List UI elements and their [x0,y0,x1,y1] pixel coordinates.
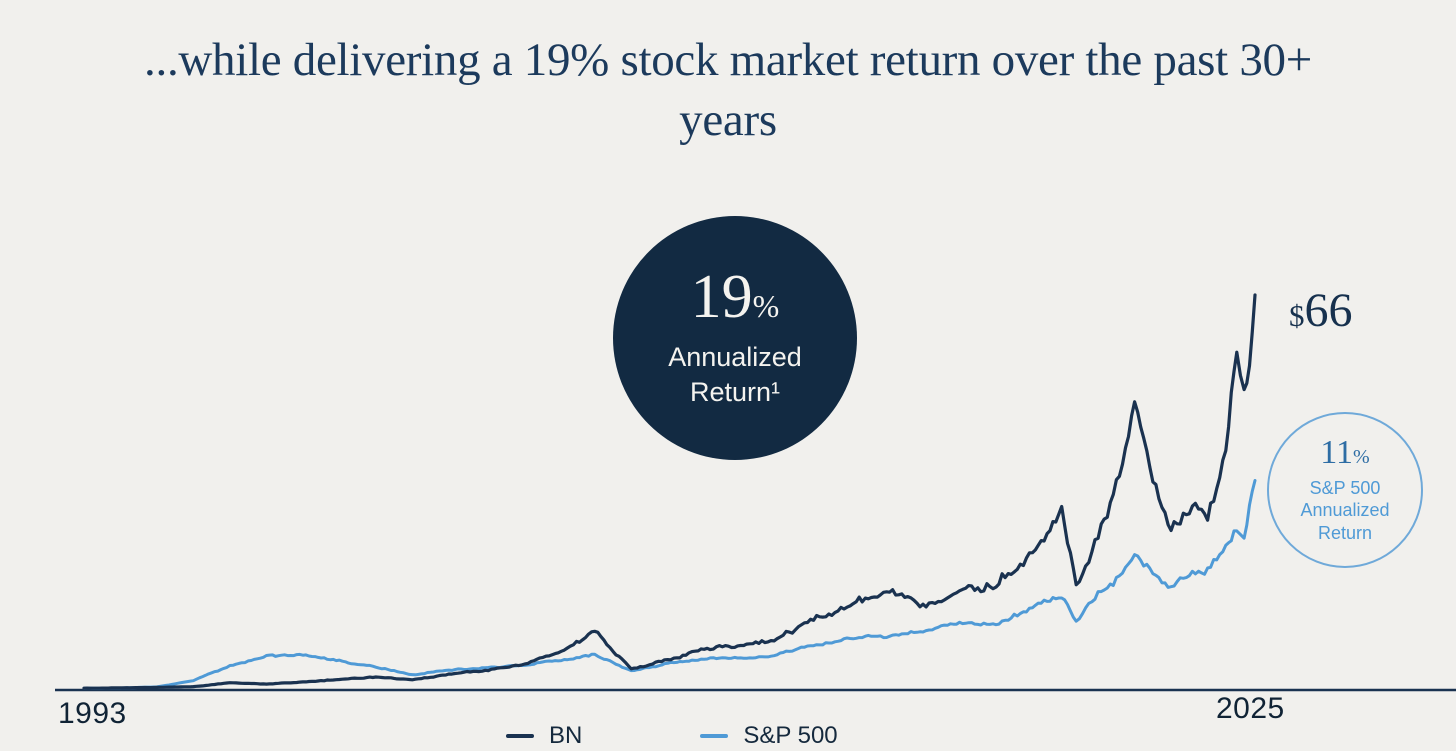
slide-title: ...while delivering a 19% stock market r… [144,34,1312,147]
legend-label-sp500: S&P 500 [743,722,838,749]
legend-item-bn: BN [506,722,582,750]
sp500-return-number: 11 [1320,433,1354,471]
legend-item-sp500: S&P 500 [700,722,838,750]
sp500-line-swatch-icon [700,734,729,738]
legend-label-bn: BN [549,722,583,749]
dollar-sign: $ [1289,298,1305,333]
bn-line-swatch-icon [506,734,534,738]
bn-return-label: Annualized Return¹ [668,341,802,407]
x-axis-start-label: 1993 [58,697,127,730]
bn-return-value: 19% [691,266,780,328]
sp500-return-label: S&P 500 Annualized Return [1300,477,1390,543]
sp500-annualized-return-badge: 11% S&P 500 Annualized Return [1267,412,1423,568]
bn-end-value-label: $66 [1289,283,1353,338]
bn-end-value-number: 66 [1304,284,1353,337]
bn-return-percent-sign: % [752,287,780,324]
sp500-return-percent-sign: % [1353,445,1370,468]
chart-legend: BN S&P 500 [506,722,838,750]
bn-annualized-return-badge: 19% Annualized Return¹ [613,216,857,460]
sp500-return-value: 11% [1320,433,1370,471]
x-axis-end-label: 2025 [1216,692,1285,725]
bn-return-number: 19 [690,262,753,331]
